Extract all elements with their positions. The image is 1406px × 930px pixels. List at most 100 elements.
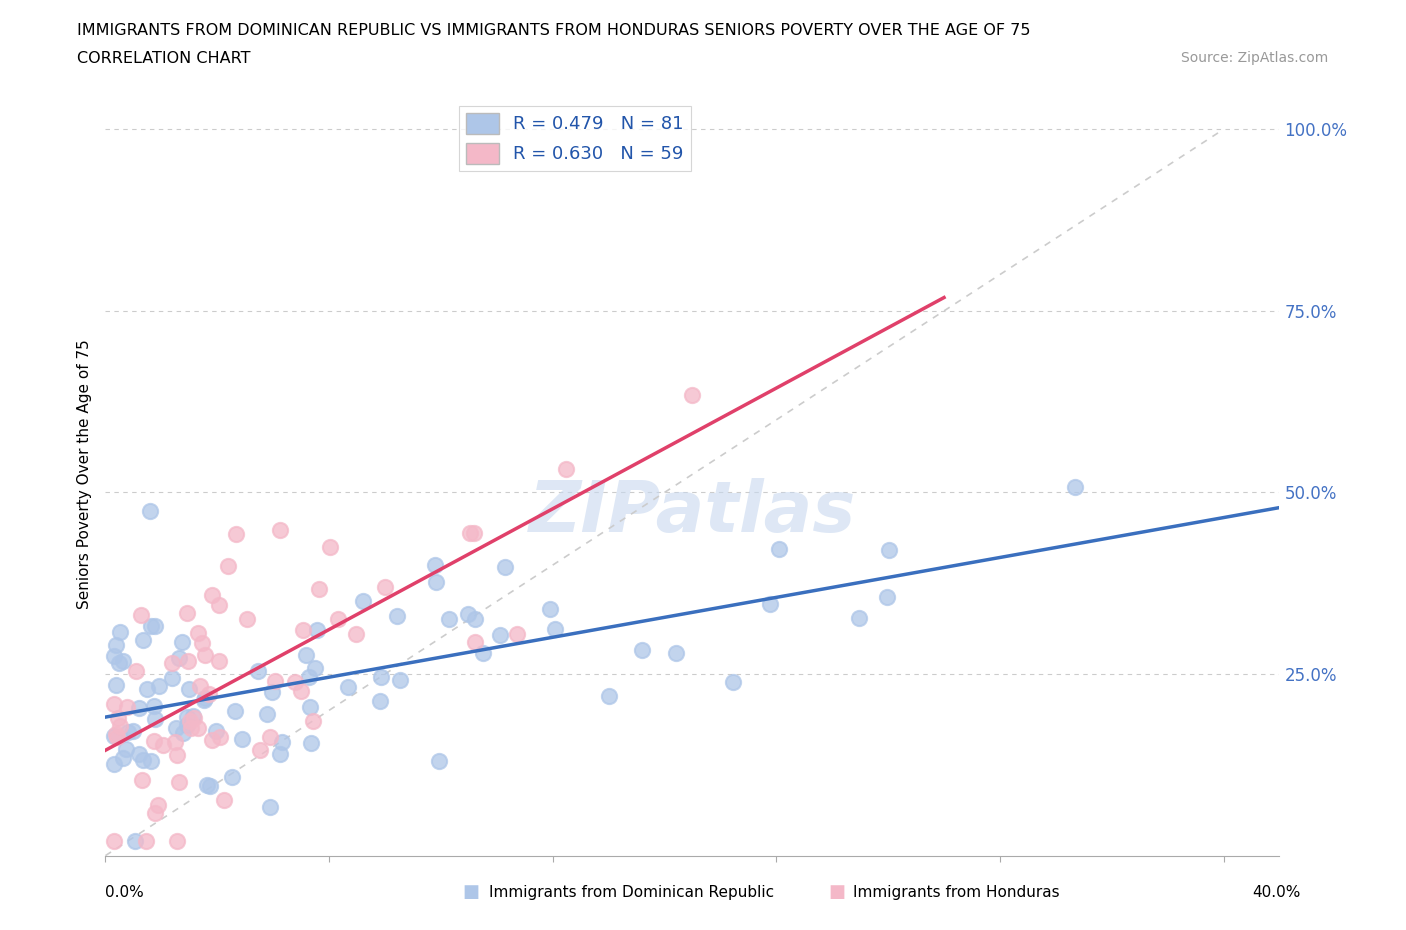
Point — [295, 647, 318, 662]
Point — [439, 612, 461, 627]
Point — [555, 461, 578, 476]
Point — [458, 525, 481, 540]
Point — [139, 753, 162, 768]
Point — [143, 711, 166, 726]
Text: ■: ■ — [828, 883, 845, 900]
Point — [187, 721, 209, 736]
Point — [201, 733, 224, 748]
Point — [290, 684, 312, 698]
Point — [1063, 480, 1085, 495]
Point — [235, 611, 257, 626]
Text: ZIPatlas: ZIPatlas — [529, 478, 856, 547]
Point — [259, 799, 281, 814]
Point — [681, 388, 703, 403]
Point — [148, 679, 170, 694]
Point — [259, 729, 281, 744]
Point — [506, 627, 529, 642]
Point — [269, 523, 291, 538]
Point — [368, 694, 391, 709]
Point — [328, 611, 350, 626]
Point — [104, 726, 127, 741]
Point — [264, 674, 287, 689]
Point — [494, 560, 516, 575]
Point — [143, 805, 166, 820]
Point — [128, 700, 150, 715]
Point — [307, 622, 329, 637]
Point — [768, 541, 790, 556]
Point — [208, 730, 231, 745]
Point — [191, 636, 214, 651]
Text: IMMIGRANTS FROM DOMINICAN REPUBLIC VS IMMIGRANTS FROM HONDURAS SENIORS POVERTY O: IMMIGRANTS FROM DOMINICAN REPUBLIC VS IM… — [77, 23, 1031, 38]
Point — [425, 575, 447, 590]
Point — [721, 674, 744, 689]
Point — [256, 707, 278, 722]
Point — [139, 504, 162, 519]
Point — [176, 605, 198, 620]
Point — [224, 704, 246, 719]
Point — [370, 670, 392, 684]
Point — [214, 792, 236, 807]
Point — [631, 643, 654, 658]
Text: ■: ■ — [463, 883, 479, 900]
Point — [299, 736, 322, 751]
Point — [208, 654, 231, 669]
Point — [304, 660, 326, 675]
Point — [247, 663, 270, 678]
Point — [143, 699, 166, 714]
Point — [387, 609, 409, 624]
Point — [848, 611, 870, 626]
Point — [135, 833, 157, 848]
Point — [110, 719, 132, 734]
Legend: R = 0.479   N = 81, R = 0.630   N = 59: R = 0.479 N = 81, R = 0.630 N = 59 — [460, 106, 690, 171]
Point — [162, 671, 184, 685]
Point — [104, 677, 127, 692]
Point — [122, 724, 145, 738]
Point — [193, 692, 215, 707]
Point — [292, 623, 315, 638]
Point — [284, 674, 307, 689]
Point — [472, 645, 495, 660]
Point — [457, 607, 479, 622]
Point — [165, 721, 187, 736]
Point — [125, 663, 148, 678]
Point — [538, 602, 561, 617]
Point — [337, 680, 360, 695]
Point — [132, 753, 155, 768]
Point — [194, 691, 217, 706]
Point — [221, 770, 243, 785]
Point — [136, 682, 159, 697]
Point — [201, 588, 224, 603]
Point — [177, 654, 200, 669]
Point — [108, 656, 131, 671]
Point — [162, 655, 184, 670]
Y-axis label: Seniors Poverty Over the Age of 75: Seniors Poverty Over the Age of 75 — [76, 339, 91, 609]
Point — [183, 711, 205, 725]
Point — [117, 724, 139, 739]
Point — [759, 596, 782, 611]
Point — [271, 735, 294, 750]
Point — [172, 726, 194, 741]
Point — [260, 685, 283, 700]
Point — [427, 753, 450, 768]
Point — [110, 625, 132, 640]
Point — [103, 756, 125, 771]
Point — [180, 721, 202, 736]
Point — [188, 678, 211, 693]
Point — [183, 709, 205, 724]
Point — [103, 833, 125, 848]
Point — [142, 734, 165, 749]
Point — [132, 632, 155, 647]
Point — [217, 558, 239, 573]
Point — [128, 747, 150, 762]
Point — [598, 688, 620, 703]
Point — [111, 653, 134, 668]
Point — [298, 670, 321, 684]
Point — [141, 618, 163, 633]
Text: Immigrants from Honduras: Immigrants from Honduras — [853, 884, 1060, 899]
Text: CORRELATION CHART: CORRELATION CHART — [77, 51, 250, 66]
Point — [319, 539, 342, 554]
Text: Source: ZipAtlas.com: Source: ZipAtlas.com — [1181, 51, 1329, 65]
Point — [877, 542, 900, 557]
Point — [124, 833, 146, 848]
Point — [425, 558, 447, 573]
